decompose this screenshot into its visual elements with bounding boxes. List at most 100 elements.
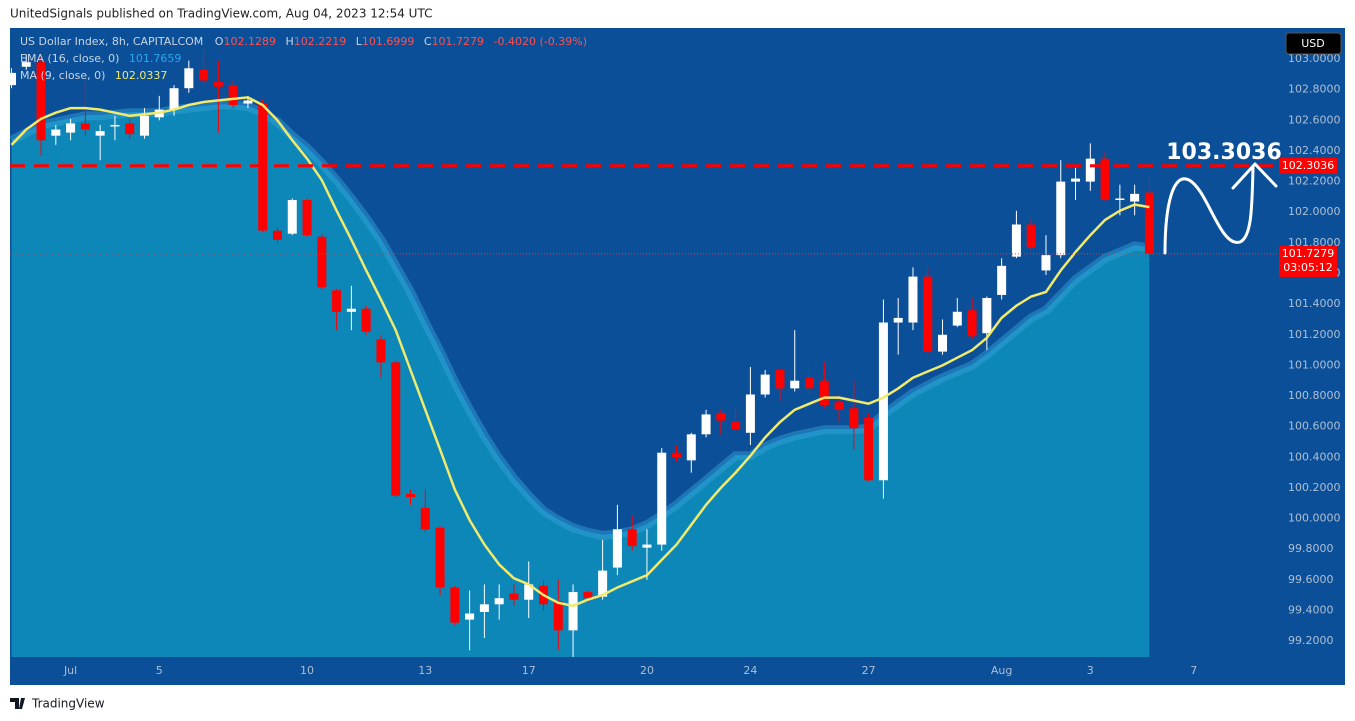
x-tick-label: 7: [1190, 664, 1197, 677]
candle-body: [864, 417, 874, 481]
y-tick-label: 101.4000: [1288, 297, 1341, 310]
plot: 99.2000 99.4000 99.6000 99.8000 100.0000 100.…: [10, 49, 1341, 677]
legend-prefix: O: [215, 35, 224, 48]
x-tick-label: 27: [862, 664, 876, 677]
legend: US Dollar Index, 8h, CAPITALCOM O102.128…: [20, 35, 587, 82]
y-tick-label: 100.2000: [1288, 481, 1341, 494]
footer-brand: TradingView: [31, 697, 105, 711]
legend-prefix: H: [285, 35, 293, 48]
candle-body: [1056, 181, 1066, 256]
candle-body: [36, 62, 46, 141]
candle-body: [420, 507, 430, 530]
x-tick-label: 24: [743, 664, 757, 677]
ema-area: [11, 105, 1150, 657]
candle-body: [21, 62, 31, 67]
candle-body: [391, 362, 401, 496]
ema-line: [11, 104, 1150, 537]
candle-body: [465, 613, 475, 620]
candle-body: [745, 394, 755, 433]
candle-body: [1130, 193, 1140, 202]
legend-low: 101.6999: [362, 35, 415, 48]
candle-body: [450, 587, 460, 623]
candle-body: [1115, 198, 1125, 200]
candle-body: [524, 584, 534, 600]
candle-body: [243, 100, 253, 104]
button-bg[interactable]: [1285, 32, 1342, 55]
candle-body: [272, 230, 282, 240]
footer: TradingView: [10, 697, 105, 711]
candle-body: [790, 380, 800, 389]
y-tick-label: 102.8000: [1288, 83, 1341, 96]
candle-body: [1071, 178, 1081, 182]
y-tick-label: 100.8000: [1288, 389, 1341, 402]
y-tick-label: 101.0000: [1288, 358, 1341, 371]
candle-body: [361, 308, 371, 332]
candle-body: [657, 452, 667, 545]
currency-button[interactable]: USD: [1285, 32, 1342, 55]
candle-body: [479, 604, 489, 612]
candle-body: [893, 317, 903, 323]
y-tick-label: 100.6000: [1288, 420, 1341, 433]
level-tag: [1279, 157, 1337, 174]
candle-body: [760, 374, 770, 395]
candle-body: [997, 265, 1007, 295]
candle-body: [317, 236, 327, 288]
candle-body: [95, 131, 105, 136]
candle-body: [110, 124, 120, 127]
publish-header: UnitedSignals published on TradingView.c…: [10, 7, 432, 21]
x-tick-label: 13: [418, 664, 432, 677]
candle-body: [1085, 158, 1095, 182]
legend-high: 102.2219: [294, 35, 347, 48]
candle-body: [878, 322, 888, 481]
drawn-wave: [1163, 166, 1255, 255]
tv-logo: [10, 698, 25, 709]
legend-title: US Dollar Index, 8h, CAPITALCOM: [20, 35, 203, 48]
button-label[interactable]: USD: [1301, 37, 1325, 50]
y-tick-label: 100.4000: [1288, 450, 1341, 463]
candle-body: [1144, 192, 1154, 254]
candle-body: [568, 592, 578, 631]
candle-body: [553, 601, 563, 631]
y-tick-label: 99.8000: [1288, 542, 1334, 555]
candle-body: [686, 434, 696, 461]
legend-ma: MA (9, close, 0) 102.0337: [20, 69, 167, 82]
candle-body: [405, 494, 415, 498]
candle-body: [819, 380, 829, 406]
candle-body: [376, 339, 386, 363]
candle-body: [849, 408, 859, 429]
legend-prefix: L: [356, 35, 363, 48]
candle-body: [66, 123, 76, 133]
countdown-label: 03:05:12: [1283, 261, 1332, 274]
ma-line: [10, 96, 1150, 608]
candle-body: [287, 199, 297, 234]
legend-ohlc: US Dollar Index, 8h, CAPITALCOM O102.128…: [20, 35, 587, 48]
candle-body: [923, 276, 933, 352]
candle-body: [642, 544, 652, 548]
candle-body: [805, 377, 815, 389]
y-tick-label: 102.4000: [1288, 144, 1341, 157]
overlay: 103.3036: [1163, 140, 1282, 255]
candle-body: [184, 68, 194, 89]
y-tick-label: 100.0000: [1288, 512, 1341, 525]
candle-body: [834, 402, 844, 410]
candle-body: [346, 308, 356, 312]
candle-body: [598, 570, 608, 597]
legend-ema: EMA (16, close, 0) 101.7659: [20, 52, 181, 65]
y-tick-label: 103.0000: [1288, 52, 1341, 65]
legend-ma-value: 102.0337: [115, 69, 168, 82]
candle-body: [908, 276, 918, 323]
candle-body: [612, 529, 622, 568]
candle-body: [1041, 255, 1051, 271]
price-tag-label: 101.7279: [1282, 247, 1335, 260]
candle-body: [982, 298, 992, 334]
candle-body: [775, 369, 785, 389]
candle-body: [302, 199, 312, 236]
legend-ema-value: 101.7659: [129, 52, 182, 65]
candle-body: [332, 290, 342, 312]
candle-body: [1026, 224, 1036, 248]
legend-close: 101.7279: [432, 35, 485, 48]
y-tick-label: 99.2000: [1288, 634, 1334, 647]
x-tick-label: Aug: [991, 664, 1012, 677]
candle-body: [199, 69, 209, 81]
